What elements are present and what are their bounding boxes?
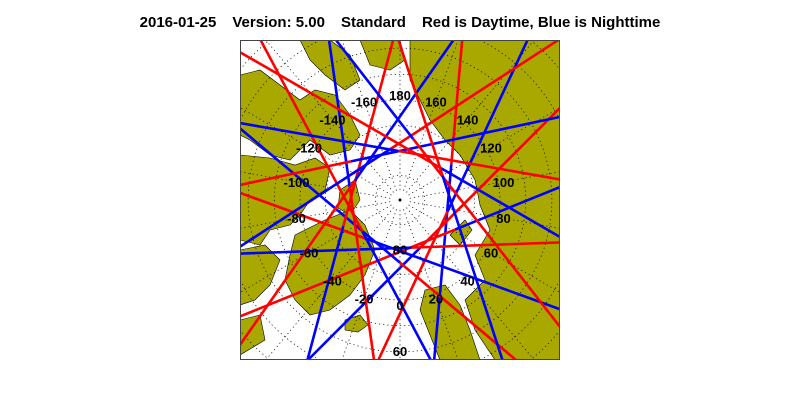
latitude-circle	[241, 41, 317, 117]
track-segment	[240, 51, 442, 170]
longitude-label: -80	[287, 211, 306, 226]
track-segment	[364, 237, 560, 311]
legend-text: Red is Daytime, Blue is Nighttime	[421, 14, 661, 31]
meridian-line	[240, 171, 391, 199]
latitude-circle	[241, 332, 268, 359]
land-chukotka	[359, 40, 406, 71]
mode-label: Standard	[340, 14, 406, 31]
longitude-label: 40	[460, 274, 474, 289]
longitude-label: 160	[425, 94, 447, 109]
track-segment	[412, 138, 560, 328]
version-label: Version: 5.00	[232, 14, 325, 31]
date-label: 2016-01-25	[139, 14, 217, 31]
meridian-line	[341, 40, 397, 191]
track-segment	[418, 106, 560, 250]
longitude-label: 60	[484, 246, 498, 261]
track-segment	[389, 40, 559, 150]
longitude-label: -160	[351, 94, 377, 109]
track-segment	[240, 228, 456, 318]
latitude-circle	[273, 73, 527, 327]
track-segment	[397, 40, 444, 177]
track-segment	[240, 160, 352, 187]
longitude-label: -60	[300, 246, 319, 261]
longitude-label: 20	[429, 292, 443, 307]
track-segment	[441, 175, 504, 360]
latitude-circle	[325, 125, 475, 275]
track-segment	[454, 185, 560, 231]
meridian-line	[403, 40, 459, 191]
track-segment	[350, 115, 560, 163]
longitude-label: 120	[480, 140, 502, 155]
meridian-line	[341, 209, 397, 360]
latitude-circle	[532, 41, 559, 68]
longitude-label: 100	[493, 175, 515, 190]
map-title: 2016-01-25 Version: 5.00 Standard Red is Da…	[0, 14, 800, 31]
track-segment	[240, 121, 399, 153]
land-canada-east	[240, 244, 281, 356]
longitude-label: 140	[457, 112, 479, 127]
latitude-circle	[483, 41, 559, 117]
longitude-label: -100	[283, 175, 309, 190]
track-segment	[240, 179, 357, 346]
track-segment	[306, 247, 421, 360]
map-frame	[240, 40, 560, 360]
meridian-line	[403, 209, 459, 360]
latitude-circle	[241, 283, 317, 359]
meridian-line	[240, 201, 391, 229]
longitude-label: 0	[396, 298, 403, 313]
longitude-label: -120	[296, 140, 322, 155]
track-segment	[240, 147, 392, 248]
track-segment	[306, 225, 345, 360]
land-iceland	[344, 314, 369, 333]
latitude-label: 80	[393, 243, 407, 258]
track-segment	[348, 186, 376, 360]
latitude-circle	[241, 41, 268, 68]
longitude-label: -140	[319, 112, 345, 127]
longitude-label: -20	[355, 292, 374, 307]
satellite-tracks	[240, 40, 560, 360]
longitude-label: 180	[389, 88, 411, 103]
track-segment	[361, 230, 432, 360]
track-segment	[440, 167, 560, 239]
track-segment	[450, 40, 464, 165]
north-pole-marker	[398, 198, 402, 202]
track-segment	[334, 40, 415, 140]
track-segment	[240, 191, 366, 240]
track-segment	[342, 40, 395, 227]
track-segment	[411, 241, 560, 249]
latitude-circle	[532, 332, 559, 359]
longitude-label: 80	[496, 211, 510, 226]
latitude-label: 60	[393, 344, 407, 359]
latitude-circle	[374, 174, 426, 226]
longitude-label: -40	[323, 274, 342, 289]
